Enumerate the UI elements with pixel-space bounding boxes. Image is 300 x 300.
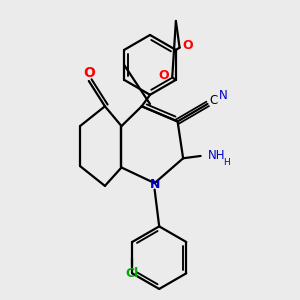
Text: H: H <box>224 158 230 167</box>
Text: C: C <box>209 94 217 107</box>
Text: O: O <box>83 66 95 80</box>
Text: O: O <box>159 69 169 82</box>
Text: Cl: Cl <box>125 267 139 280</box>
Text: O: O <box>182 39 193 52</box>
Text: NH: NH <box>208 148 226 162</box>
Text: N: N <box>219 89 228 102</box>
Text: N: N <box>150 178 161 190</box>
